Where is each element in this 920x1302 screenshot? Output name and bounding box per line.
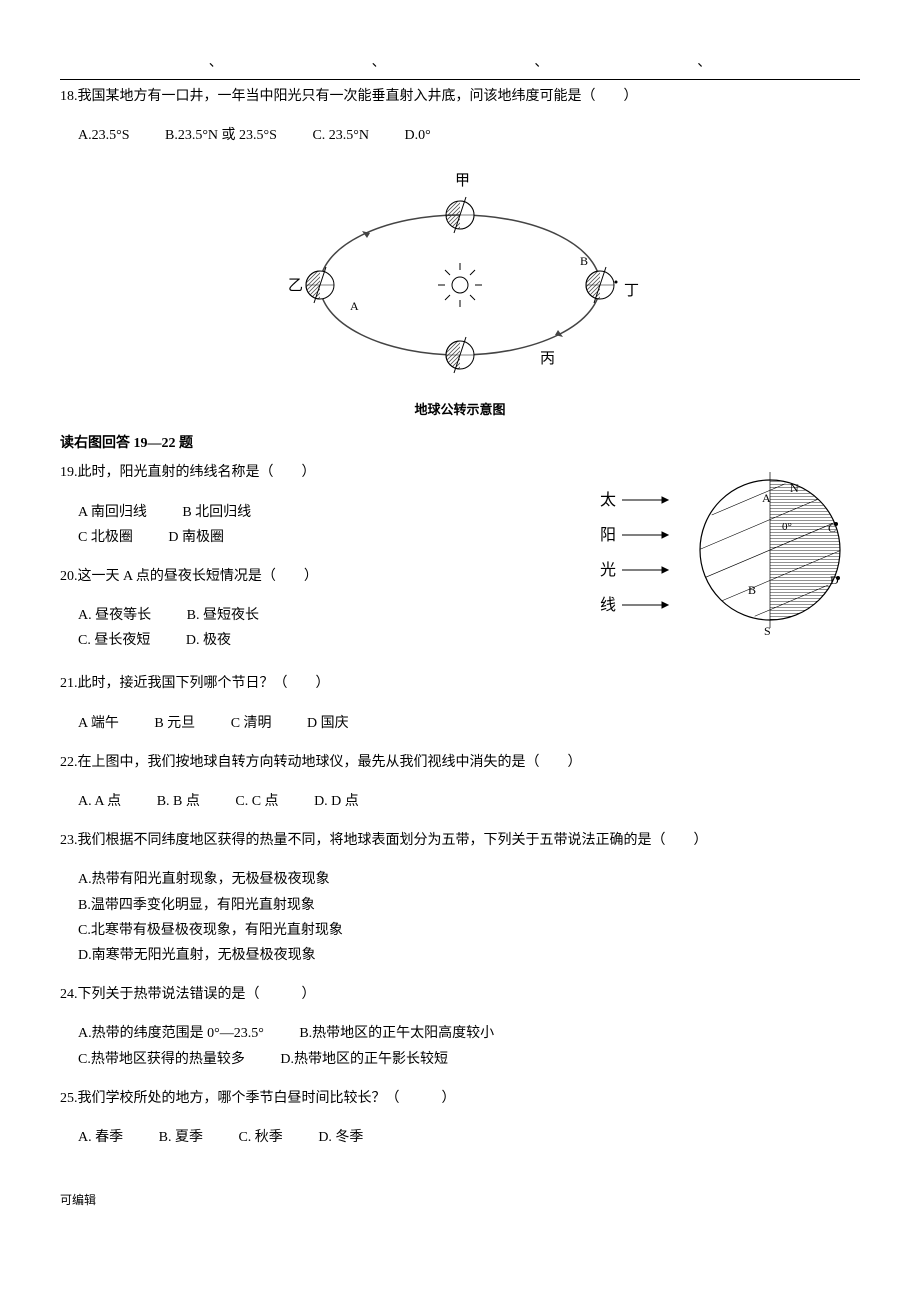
footer-editable: 可编辑 (60, 1190, 860, 1212)
globe-a: A (762, 491, 771, 505)
orbit-label-left: 乙 (288, 278, 303, 294)
dot: 、 (372, 50, 386, 75)
dot: 、 (534, 50, 548, 75)
q25-opts: A. 春季 B. 夏季 C. 秋季 D. 冬季 (60, 1125, 860, 1150)
q18-opt-b: B.23.5°N 或 23.5°S (165, 123, 277, 148)
dot: 、 (209, 50, 223, 75)
globe-n: N (790, 481, 799, 495)
globe-b: B (748, 583, 756, 597)
q18-opt-a: A.23.5°S (78, 123, 130, 148)
q18-opt-d: D.0° (404, 123, 430, 148)
orbit-label-right: 丁 (624, 283, 639, 299)
q21-opt-b: B 元旦 (154, 711, 195, 736)
q19-opt-c: C 北极圈 (78, 525, 133, 550)
q23-opts: A.热带有阳光直射现象，无极昼极夜现象 B.温带四季变化明显，有阳光直射现象 C… (60, 867, 860, 968)
q22-text: 22.在上图中，我们按地球自转方向转动地球仪，最先从我们视线中消失的是（ ） (60, 750, 860, 775)
q21-opt-a: A 端午 (78, 711, 119, 736)
sun-label-2: 阳 (600, 526, 616, 544)
q19-opt-d: D 南极圈 (168, 525, 224, 550)
q19-opt-b: B 北回归线 (182, 500, 251, 525)
figure-orbit-caption: 地球公转示意图 (60, 398, 860, 421)
q20-opt-c: C. 昼长夜短 (78, 628, 150, 653)
q23-opt-a: A.热带有阳光直射现象，无极昼极夜现象 (78, 867, 828, 892)
q20-opt-b: B. 昼短夜长 (187, 603, 259, 628)
orbit-marker-b: B (580, 254, 588, 268)
orbit-label-top: 甲 (455, 173, 470, 189)
q24-opts: A.热带的纬度范围是 0°—23.5° B.热带地区的正午太阳高度较小 C.热带… (60, 1021, 860, 1071)
q25-opt-b: B. 夏季 (159, 1125, 203, 1150)
globe-s: S (764, 624, 771, 638)
q23-opt-b: B.温带四季变化明显，有阳光直射现象 (78, 893, 828, 918)
q23-opt-d: D.南寒带无阳光直射，无极昼极夜现象 (78, 943, 828, 968)
globe-d: D (830, 573, 839, 587)
dot: 、 (697, 50, 711, 75)
q22-opt-d: D. D 点 (314, 789, 359, 814)
q20-opt-a: A. 昼夜等长 (78, 603, 151, 628)
q24-opt-d: D.热带地区的正午影长较短 (280, 1047, 448, 1072)
q18-opts: A.23.5°S B.23.5°N 或 23.5°S C. 23.5°N D.0… (60, 123, 860, 148)
q18-text: 18.我国某地方有一口井，一年当中阳光只有一次能垂直射入井底，问该地纬度可能是（… (60, 84, 860, 109)
q18-opt-c: C. 23.5°N (312, 123, 369, 148)
q21-opts: A 端午 B 元旦 C 清明 D 国庆 (60, 711, 860, 736)
q20-opt-d: D. 极夜 (186, 628, 231, 653)
header-dots-row: 、 、 、 、 (60, 50, 860, 80)
q24-opt-c: C.热带地区获得的热量较多 (78, 1047, 245, 1072)
q24-opt-b: B.热带地区的正午太阳高度较小 (299, 1021, 494, 1046)
q23-text: 23.我们根据不同纬度地区获得的热量不同，将地球表面划分为五带，下列关于五带说法… (60, 828, 860, 853)
globe-0: 0° (782, 521, 792, 533)
orbit-diagram: A B 甲 乙 丙 丁 (280, 165, 640, 385)
q21-opt-d: D 国庆 (307, 711, 349, 736)
q24-text: 24.下列关于热带说法错误的是（ ） (60, 982, 860, 1007)
sun-label-4: 线 (600, 596, 616, 614)
q25-text: 25.我们学校所处的地方，哪个季节白昼时间比较长？（ ） (60, 1086, 860, 1111)
q22-opt-b: B. B 点 (157, 789, 200, 814)
sunlight-diagram: 太 阳 光 线 N S (580, 460, 860, 640)
q25-opt-c: C. 秋季 (238, 1125, 282, 1150)
figure-sunlight: 太 阳 光 线 N S (580, 460, 860, 649)
q23-opt-c: C.北寒带有极昼极夜现象，有阳光直射现象 (78, 918, 828, 943)
sun-label-1: 太 (600, 491, 616, 509)
q25-opt-d: D. 冬季 (318, 1125, 363, 1150)
q22-opt-a: A. A 点 (78, 789, 121, 814)
sun-label-3: 光 (600, 561, 616, 579)
q21-text: 21.此时，接近我国下列哪个节日？（ ） (60, 671, 860, 696)
q21-opt-c: C 清明 (231, 711, 272, 736)
q22-opts: A. A 点 B. B 点 C. C 点 D. D 点 (60, 789, 860, 814)
q19-opt-a: A 南回归线 (78, 500, 147, 525)
section-title: 读右图回答 19—22 题 (60, 431, 860, 456)
q25-opt-a: A. 春季 (78, 1125, 123, 1150)
orbit-marker-a: A (350, 299, 359, 313)
q24-opt-a: A.热带的纬度范围是 0°—23.5° (78, 1021, 264, 1046)
q22-opt-c: C. C 点 (235, 789, 278, 814)
orbit-label-bottom: 丙 (540, 351, 555, 367)
figure-orbit: A B 甲 乙 丙 丁 (60, 165, 860, 394)
